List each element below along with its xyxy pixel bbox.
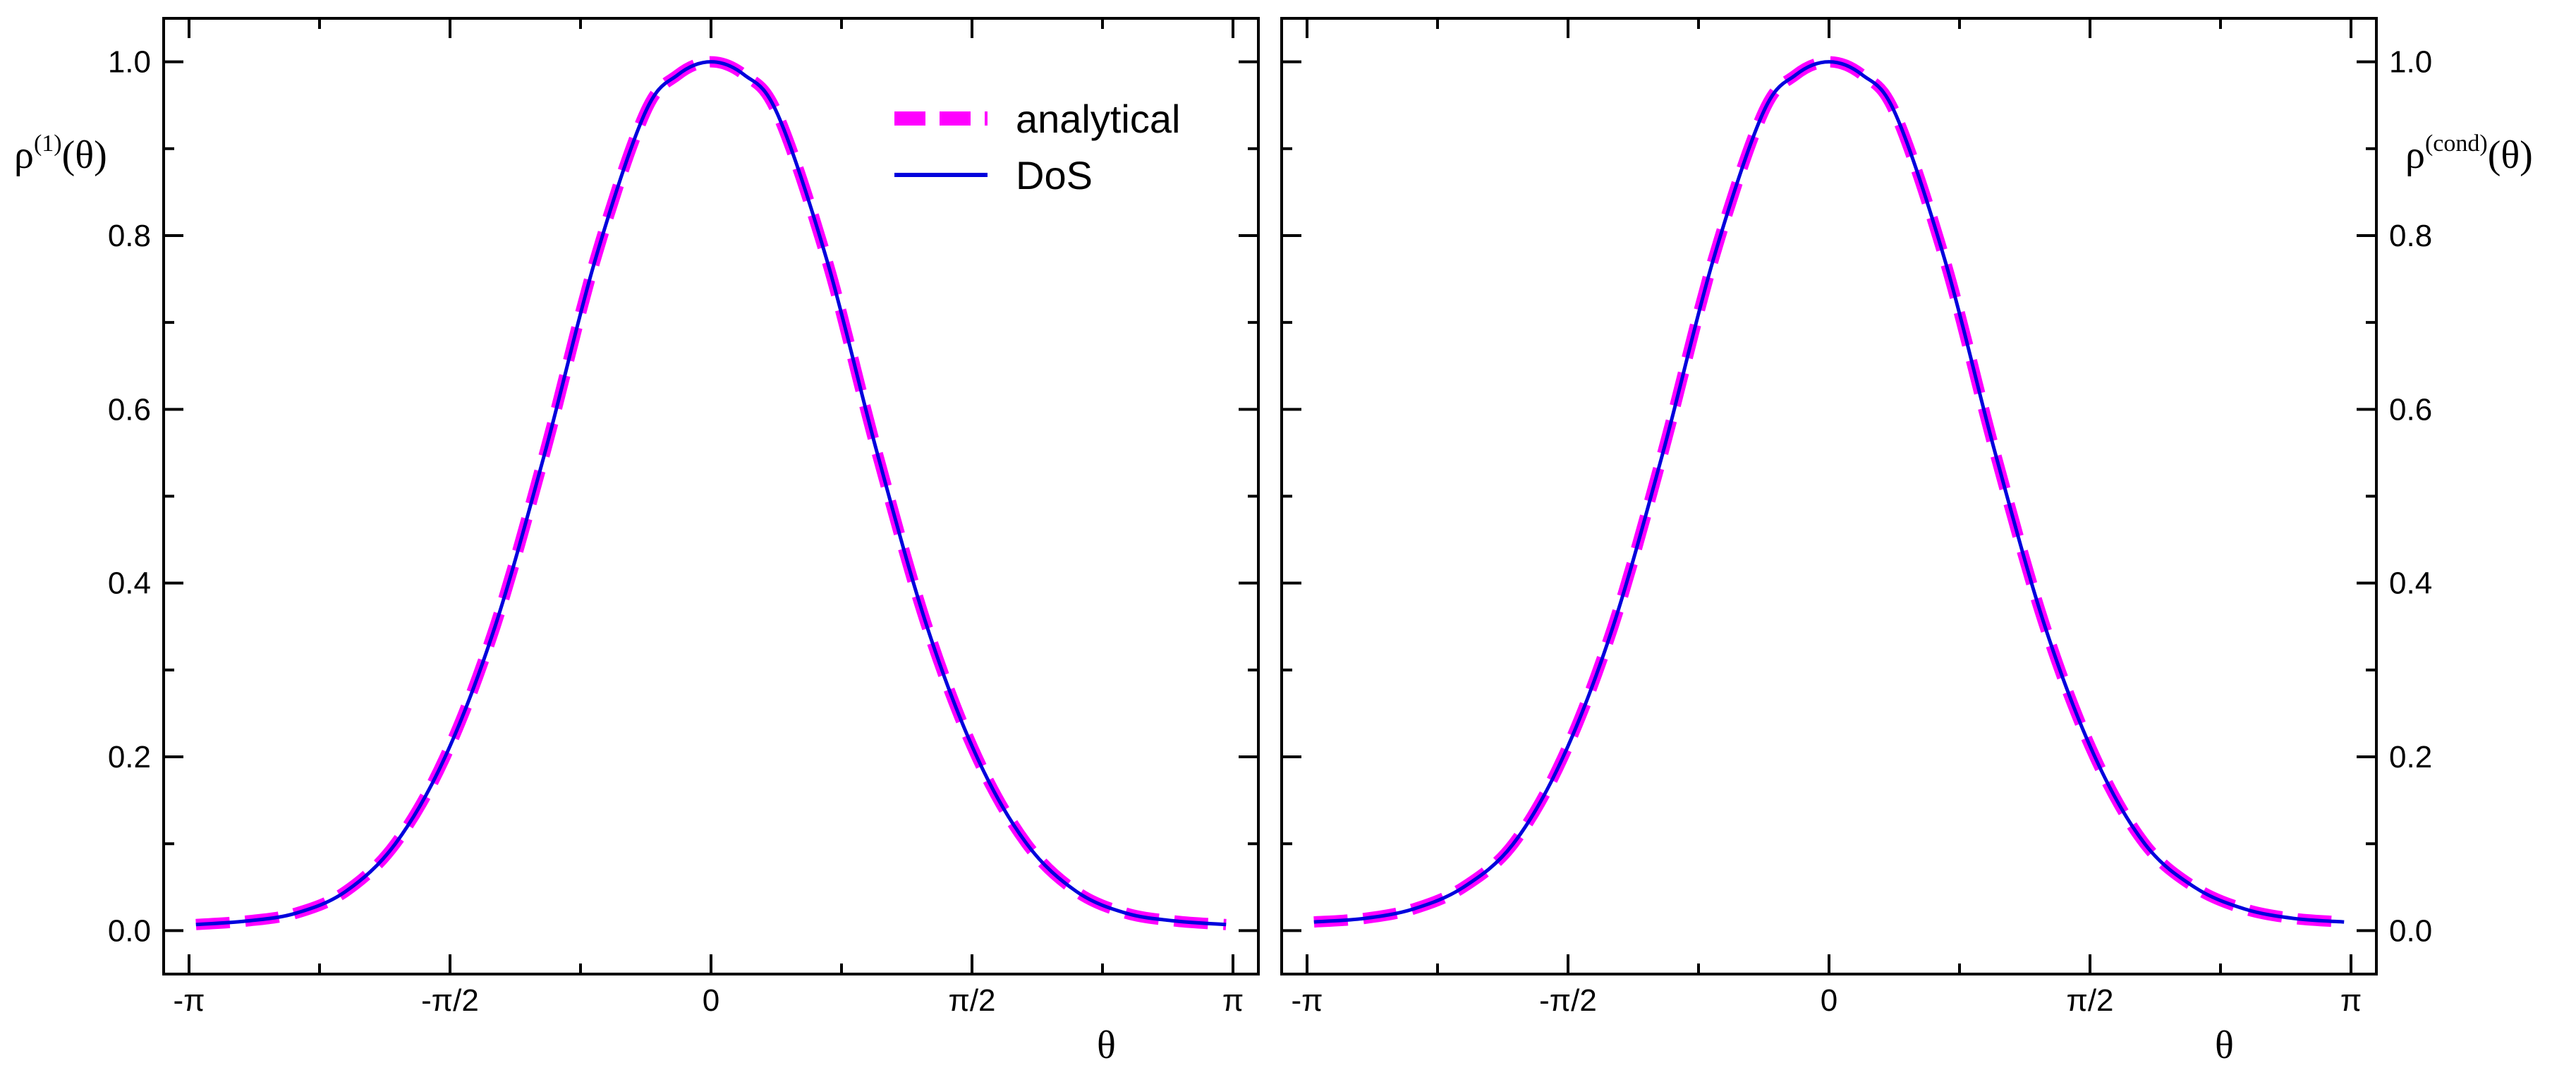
y-tick-label-0: 0.0 xyxy=(2389,913,2432,948)
y-tick-label-5: 1.0 xyxy=(2389,45,2432,80)
right-y-axis-base: ρ xyxy=(2405,133,2425,177)
left-y-axis-base: ρ xyxy=(14,133,34,177)
legend-analytical-label: analytical xyxy=(1016,97,1180,141)
legend-dos-label: DoS xyxy=(1016,153,1093,197)
y-tick-label-4: 0.8 xyxy=(2389,219,2432,253)
x-tick-label-2: 0 xyxy=(1821,983,1837,1018)
left-x-axis-title: θ xyxy=(1097,1023,1116,1067)
right-x-axis-title: θ xyxy=(2215,1023,2234,1067)
right-panel: 0.0 0.2 0.4 0.6 0.8 1.0 -π -π/2 0 π/2 π ρ(cond)(θ… xyxy=(1280,17,2533,1067)
y-tick-label-3: 0.6 xyxy=(2389,392,2432,427)
right-x-tick-labels: -π -π/2 0 π/2 π xyxy=(1291,983,2362,1018)
x-tick-label-1: -π/2 xyxy=(421,983,479,1018)
x-tick-label-2: 0 xyxy=(703,983,719,1018)
left-y-tick-labels: 0.0 0.2 0.4 0.6 0.8 1.0 xyxy=(108,45,151,949)
right-y-axis-sup: (cond) xyxy=(2425,130,2488,157)
series-line-dos xyxy=(1313,60,2345,924)
x-tick-label-3: π/2 xyxy=(2066,983,2113,1018)
x-tick-label-4: π xyxy=(2340,983,2362,1018)
left-axis-ticks xyxy=(164,18,1258,974)
left-y-axis-title: ρ(1)(θ) xyxy=(14,130,107,177)
y-tick-label-1: 0.2 xyxy=(2389,740,2432,774)
left-y-axis-arg: (θ) xyxy=(62,133,107,177)
x-tick-label-0: -π xyxy=(1291,983,1323,1018)
left-series-lines xyxy=(195,56,1227,930)
x-tick-label-4: π xyxy=(1222,983,1244,1018)
left-x-tick-labels: -π -π/2 0 π/2 π xyxy=(173,983,1244,1018)
y-tick-label-4: 0.8 xyxy=(108,219,151,253)
series-line-dos xyxy=(195,60,1227,927)
right-axis-ticks xyxy=(1282,18,2376,974)
left-panel: 0.0 0.2 0.4 0.6 0.8 1.0 -π -π/2 0 π/2 π ρ(1)(θ) θ… xyxy=(14,17,1260,1067)
y-tick-label-0: 0.0 xyxy=(108,913,151,948)
left-y-axis-sup: (1) xyxy=(34,130,62,157)
legend: analytical DoS xyxy=(894,97,1180,197)
x-tick-label-1: -π/2 xyxy=(1539,983,1597,1018)
right-y-axis-title: ρ(cond)(θ) xyxy=(2405,130,2533,177)
x-tick-label-3: π/2 xyxy=(948,983,995,1018)
y-tick-label-3: 0.6 xyxy=(108,392,151,427)
y-tick-label-5: 1.0 xyxy=(108,45,151,80)
right-series-lines xyxy=(1313,56,2345,928)
y-tick-label-1: 0.2 xyxy=(108,740,151,774)
right-y-tick-labels: 0.0 0.2 0.4 0.6 0.8 1.0 xyxy=(2389,45,2432,949)
y-tick-label-2: 0.4 xyxy=(108,566,151,601)
x-tick-label-0: -π xyxy=(173,983,205,1018)
right-y-axis-arg: (θ) xyxy=(2488,133,2533,177)
y-tick-label-2: 0.4 xyxy=(2389,566,2432,601)
